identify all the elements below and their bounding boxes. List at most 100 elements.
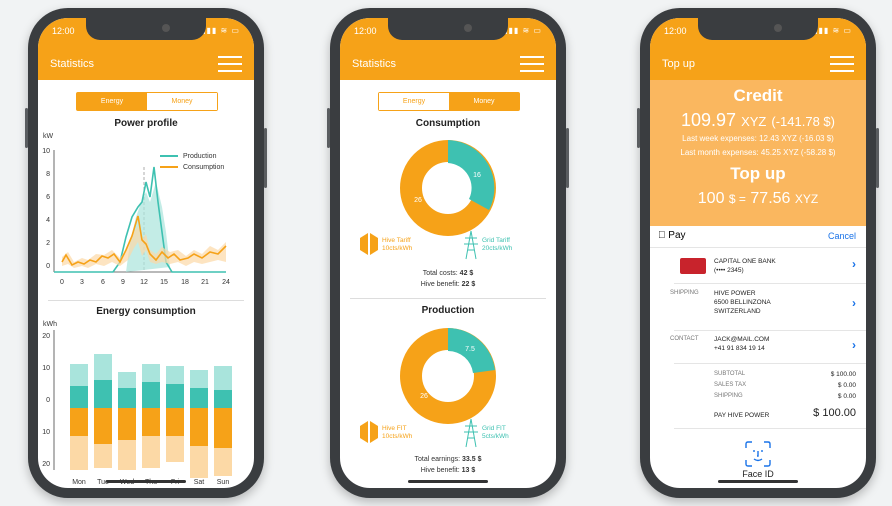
bar-tue-mid [94, 380, 112, 408]
tab-energy[interactable]: Energy [379, 93, 449, 110]
home-indicator [106, 480, 186, 483]
x-tick: 6 [101, 279, 105, 286]
hive-icon [360, 233, 378, 255]
topup-title: Top up [730, 164, 786, 183]
last-week-expenses: Last week expenses: 12.43 XYZ (-16.03 $) [682, 134, 834, 143]
y-tick: 10 [42, 148, 50, 155]
x-tick: 9 [121, 279, 125, 286]
bar-thu-low [142, 408, 160, 436]
x-tick: 24 [222, 279, 230, 286]
power-profile-title: Power profile [114, 118, 178, 129]
day-label: Sat [194, 479, 205, 486]
bar-sun-low [214, 408, 232, 448]
tab-energy[interactable]: Energy [77, 93, 147, 110]
bar-mon-mid [70, 386, 88, 408]
donut-orange-value: 26 [420, 393, 428, 400]
bar-mon-low [70, 408, 88, 436]
hive-fit-label: Hive FIT [382, 425, 407, 432]
grid-fit-label: Grid FIT [482, 425, 506, 432]
y-tick: 8 [46, 171, 50, 178]
pay-total: $ 100.00 [813, 407, 856, 419]
bar-mon-bottom [70, 436, 88, 470]
y-tick: 20 [42, 333, 50, 340]
face-id-label: Face ID [742, 469, 774, 479]
shipping-cost-label: SHIPPING [714, 393, 743, 399]
bar-sun-bottom [214, 448, 232, 476]
bar-wed-mid [118, 388, 136, 408]
segmented-control: Energy Money [378, 92, 520, 111]
grid-tower-icon [464, 230, 478, 260]
tab-money[interactable]: Money [147, 93, 217, 110]
status-icons: ▮▮▮ ≋ ▭ [813, 26, 852, 35]
sales-tax-value: $ 0.00 [837, 382, 856, 389]
shipping-row[interactable]: SHIPPING HIVE POWER 6500 BELLINZONA SWIT… [650, 286, 866, 330]
menu-icon[interactable] [520, 56, 544, 72]
shipping-street: 6500 BELLINZONA [714, 299, 771, 306]
y-tick: 10 [42, 365, 50, 372]
chevron-right-icon: › [852, 338, 856, 352]
bar-tue-top [94, 354, 112, 380]
y-tick: 4 [46, 217, 50, 224]
total-costs: Total costs: 42 $ [422, 270, 474, 277]
credit-value: 109.97 XYZ (-141.78 $) [681, 110, 835, 130]
page-title: Statistics [352, 58, 397, 70]
card-row[interactable]: CAPITAL ONE BANK (•••• 2345) › [650, 249, 866, 283]
donut-orange-value: 26 [414, 197, 422, 204]
x-tick: 18 [181, 279, 189, 286]
bar-thu-top [142, 364, 160, 382]
status-time: 12:00 [354, 26, 377, 36]
hive-tariff-rate: 10cts/kWh [382, 245, 413, 252]
shipping-country: SWITZERLAND [714, 308, 761, 315]
apple-pay-logo:  Pay [658, 230, 686, 241]
power-profile-chart: kW 10 8 6 4 2 0 0 3 6 9 12 15 18 21 [42, 133, 230, 286]
hive-benefit: Hive benefit: 22 $ [420, 281, 476, 288]
day-label: Tue [97, 479, 109, 486]
grid-tariff-rate: 20cts/kWh [482, 245, 513, 252]
contact-email: JACK@MAIL.COM [714, 336, 770, 343]
day-label: Sun [217, 479, 230, 486]
face-id-icon[interactable] [745, 441, 771, 467]
cancel-button[interactable]: Cancel [827, 231, 856, 241]
donut-teal [448, 328, 495, 373]
screen: Statistics 12:00 ▮▮▮ ≋ ▭ Energy Money Co… [340, 18, 556, 488]
y-tick: 0 [46, 263, 50, 270]
segmented-control: Energy Money [76, 92, 218, 111]
y-tick: 0 [46, 397, 50, 404]
consumption-donut: 16 26 Hive Tariff 10cts/kWh Grid Tariff … [360, 140, 513, 260]
bar-thu-bottom [142, 436, 160, 468]
bar-wed-bottom [118, 440, 136, 470]
card-number: (•••• 2345) [714, 267, 744, 274]
hive-fit-rate: 10cts/kWh [382, 433, 413, 440]
notch [388, 18, 508, 40]
status-bar: 12:00 ▮▮▮ ≋ ▭ [650, 18, 866, 40]
status-icons: ▮▮▮ ≋ ▭ [503, 26, 542, 35]
y-tick: 20 [42, 461, 50, 468]
bar-fri-top [166, 366, 184, 384]
menu-icon[interactable] [218, 56, 242, 72]
bars [70, 354, 232, 478]
topup-amount[interactable]: 100 $ = 77.56 XYZ [697, 190, 819, 207]
bar-tue-bottom [94, 444, 112, 468]
menu-icon[interactable] [830, 56, 854, 72]
subtotal-label: SUBTOTAL [714, 371, 746, 377]
consumption-line [61, 215, 227, 267]
total-earnings: Total earnings: 33.5 $ [414, 456, 482, 463]
tab-money[interactable]: Money [449, 93, 519, 110]
bar-sat-mid [190, 388, 208, 408]
x-tick: 3 [80, 279, 84, 286]
screen: Statistics 12:00 ▮▮▮ ≋ ▭ Energy Money Po… [38, 18, 254, 488]
energy-consumption-title: Energy consumption [96, 306, 196, 317]
legend-consumption: Consumption [183, 164, 224, 171]
screen: Top up 12:00 ▮▮▮ ≋ ▭ Credit 109.97 XYZ (… [650, 18, 866, 488]
credit-title: Credit [733, 86, 783, 105]
consumption-band [62, 226, 226, 268]
hive-icon [360, 421, 378, 443]
bar-fri-mid [166, 384, 184, 408]
bar-fri-bottom [166, 436, 184, 462]
notch [698, 18, 818, 40]
contact-row[interactable]: CONTACT JACK@MAIL.COM +41 91 834 19 14 › [650, 332, 866, 362]
status-bar: 12:00 ▮▮▮ ≋ ▭ [38, 18, 254, 40]
contact-label: CONTACT [670, 336, 699, 342]
page-title: Top up [662, 58, 696, 70]
notch [86, 18, 206, 40]
